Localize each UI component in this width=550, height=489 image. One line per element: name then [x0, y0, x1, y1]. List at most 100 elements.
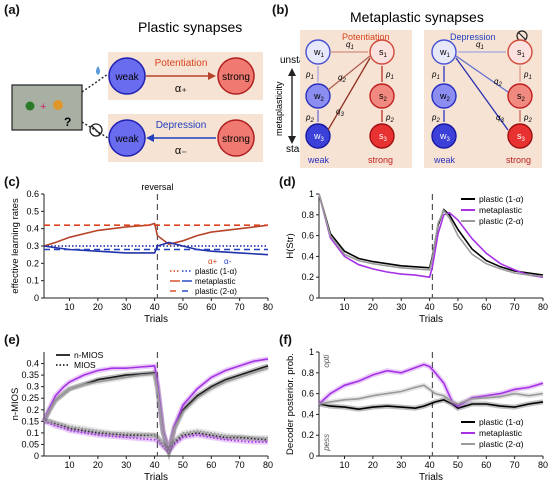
reversal-annotation: reversal	[141, 182, 173, 192]
panel-a-title: Plastic synapses	[138, 19, 242, 35]
series-line	[43, 241, 269, 256]
legend-label: plastic (1-α)	[195, 267, 237, 276]
legend-label: n-MIOS	[74, 350, 104, 360]
x-tick-label: 40	[150, 302, 160, 312]
y-tick-label: 0.4	[301, 409, 314, 419]
y-tick-label: 0.3	[26, 241, 39, 251]
meta-potentiation-label: Potentiation	[342, 32, 390, 42]
weak-label-2: weak	[114, 134, 139, 145]
x-tick-label: 60	[206, 302, 216, 312]
chart-e: 10 20 30 40 50 60 70 80 0 0.050.1 0.150.2 0.250.3 0.…	[10, 350, 273, 483]
panel-d: (d) 10 20 30 40 50 60 70 80 0 0.2 0.4 0.6 0.8 1 Trials…	[275, 172, 550, 330]
panel-label-e: (e)	[4, 332, 20, 347]
x-tick-label: 70	[235, 302, 245, 312]
legend-label: metaplastic	[479, 428, 523, 438]
y-tick-label: 0	[309, 451, 314, 461]
x-tick-label: 70	[510, 460, 520, 470]
node-w2	[305, 83, 331, 109]
panel-label-c: (c)	[4, 174, 20, 189]
node-w3-d	[431, 123, 457, 149]
svg-text:s2: s2	[517, 91, 526, 103]
svg-text:p1: p1	[431, 70, 440, 81]
y-tick-label: 0	[34, 451, 39, 461]
x-tick-label: 50	[453, 302, 463, 312]
x-tick-label: 80	[263, 460, 273, 470]
strong-label-2: strong	[222, 134, 250, 145]
axis-arrowhead-bottom	[288, 136, 296, 144]
y-axis-label: H(Str)	[285, 233, 296, 258]
orange-stimulus	[53, 100, 63, 110]
svg-text:w1: w1	[313, 47, 325, 59]
node-w3	[305, 123, 331, 149]
chart-c: 10 20 30 40 50 60 70 80 0 0.1 0.2 0.3 0.4 0.5 0.6 Trial…	[10, 182, 273, 325]
y-tick-label: 0.25	[21, 393, 39, 403]
svg-text:w3: w3	[439, 131, 451, 143]
depression-label: Depression	[156, 120, 207, 131]
x-tick-label: 80	[538, 302, 548, 312]
series-line	[318, 398, 544, 411]
y-tick-label: 0.4	[26, 359, 39, 369]
y-tick-label: 0	[34, 293, 39, 303]
panel-c: (c) 10 20 30 40 50 60 70 80 0 0.1 0.2 0.3 0.4 0.5 0.6 T…	[0, 172, 275, 330]
svg-text:p2: p2	[523, 113, 532, 124]
weak-synapse-node	[108, 57, 146, 95]
svg-text:q1: q1	[346, 40, 354, 51]
question-mark: ?	[64, 115, 71, 129]
svg-text:p2: p2	[431, 113, 440, 124]
legend-label: metaplastic	[479, 205, 523, 215]
y-tick-label: 0.6	[26, 189, 39, 199]
x-tick-label: 20	[368, 302, 378, 312]
x-tick-label: 40	[425, 460, 435, 470]
y-tick-label: 0.15	[21, 416, 39, 426]
panel-label-f: (f)	[279, 332, 292, 347]
strong-synapse-node	[217, 57, 255, 95]
reward-drop-icon	[96, 66, 100, 75]
svg-text:s1: s1	[517, 47, 526, 59]
svg-text:p1: p1	[305, 70, 314, 81]
x-tick-label: 20	[93, 302, 103, 312]
y-tick-label: 0.35	[21, 370, 39, 380]
y-annotation-opti: opti	[322, 354, 331, 367]
legend-label: plastic (1-α)	[479, 194, 524, 204]
panel-b: (b) Metaplastic synapses unstable stable…	[270, 0, 550, 170]
y-tick-label: 1	[309, 189, 314, 199]
svg-text:s3: s3	[517, 131, 526, 143]
series-line	[318, 193, 544, 277]
x-tick-label: 50	[453, 460, 463, 470]
potentiation-diagram: Potentiation w1 w2 w3 s1 s2 s3 p1 p2 p1 …	[300, 30, 412, 168]
x-tick-label: 60	[206, 460, 216, 470]
x-tick-label: 70	[510, 302, 520, 312]
node-s2-d	[507, 83, 533, 109]
fixation-cross: +	[40, 101, 46, 113]
y-tick-label: 0.6	[301, 231, 314, 241]
y-annotation-pess: pess	[322, 434, 331, 452]
stable-label: stable	[286, 144, 313, 155]
x-tick-label: 60	[481, 460, 491, 470]
svg-text:s3: s3	[379, 131, 388, 143]
svg-text:p2: p2	[385, 113, 394, 124]
y-tick-label: 0	[309, 293, 314, 303]
x-axis-label: Trials	[144, 314, 168, 325]
node-w1-d	[431, 39, 457, 65]
weak-synapse-node-2	[108, 119, 146, 157]
svg-text:q2: q2	[494, 77, 502, 88]
x-tick-label: 30	[121, 302, 131, 312]
no-reward-icon	[89, 123, 103, 137]
x-axis-label: Trials	[144, 472, 168, 483]
panel-f: (f) 10 20 30 40 50 60 70 80 0 0.2 0.4 0.6 0.8 1 Trials…	[275, 330, 550, 489]
svg-text:w3: w3	[313, 131, 325, 143]
x-tick-label: 50	[178, 460, 188, 470]
series-line	[43, 222, 269, 247]
series-line	[318, 193, 544, 279]
strong-label: strong	[222, 72, 250, 83]
y-tick-label: 0.05	[21, 439, 39, 449]
x-tick-label: 50	[178, 302, 188, 312]
y-tick-label: 0.3	[26, 382, 39, 392]
svg-text:q3: q3	[336, 107, 344, 118]
potentiation-label: Potentiation	[155, 58, 208, 69]
panel-label-b: (b)	[272, 2, 289, 17]
x-tick-label: 10	[340, 302, 350, 312]
panel-b-diagram: Metaplastic synapses unstable stable met…	[274, 9, 542, 168]
y-tick-label: 0.4	[26, 224, 39, 234]
svg-text:q2: q2	[338, 73, 346, 84]
